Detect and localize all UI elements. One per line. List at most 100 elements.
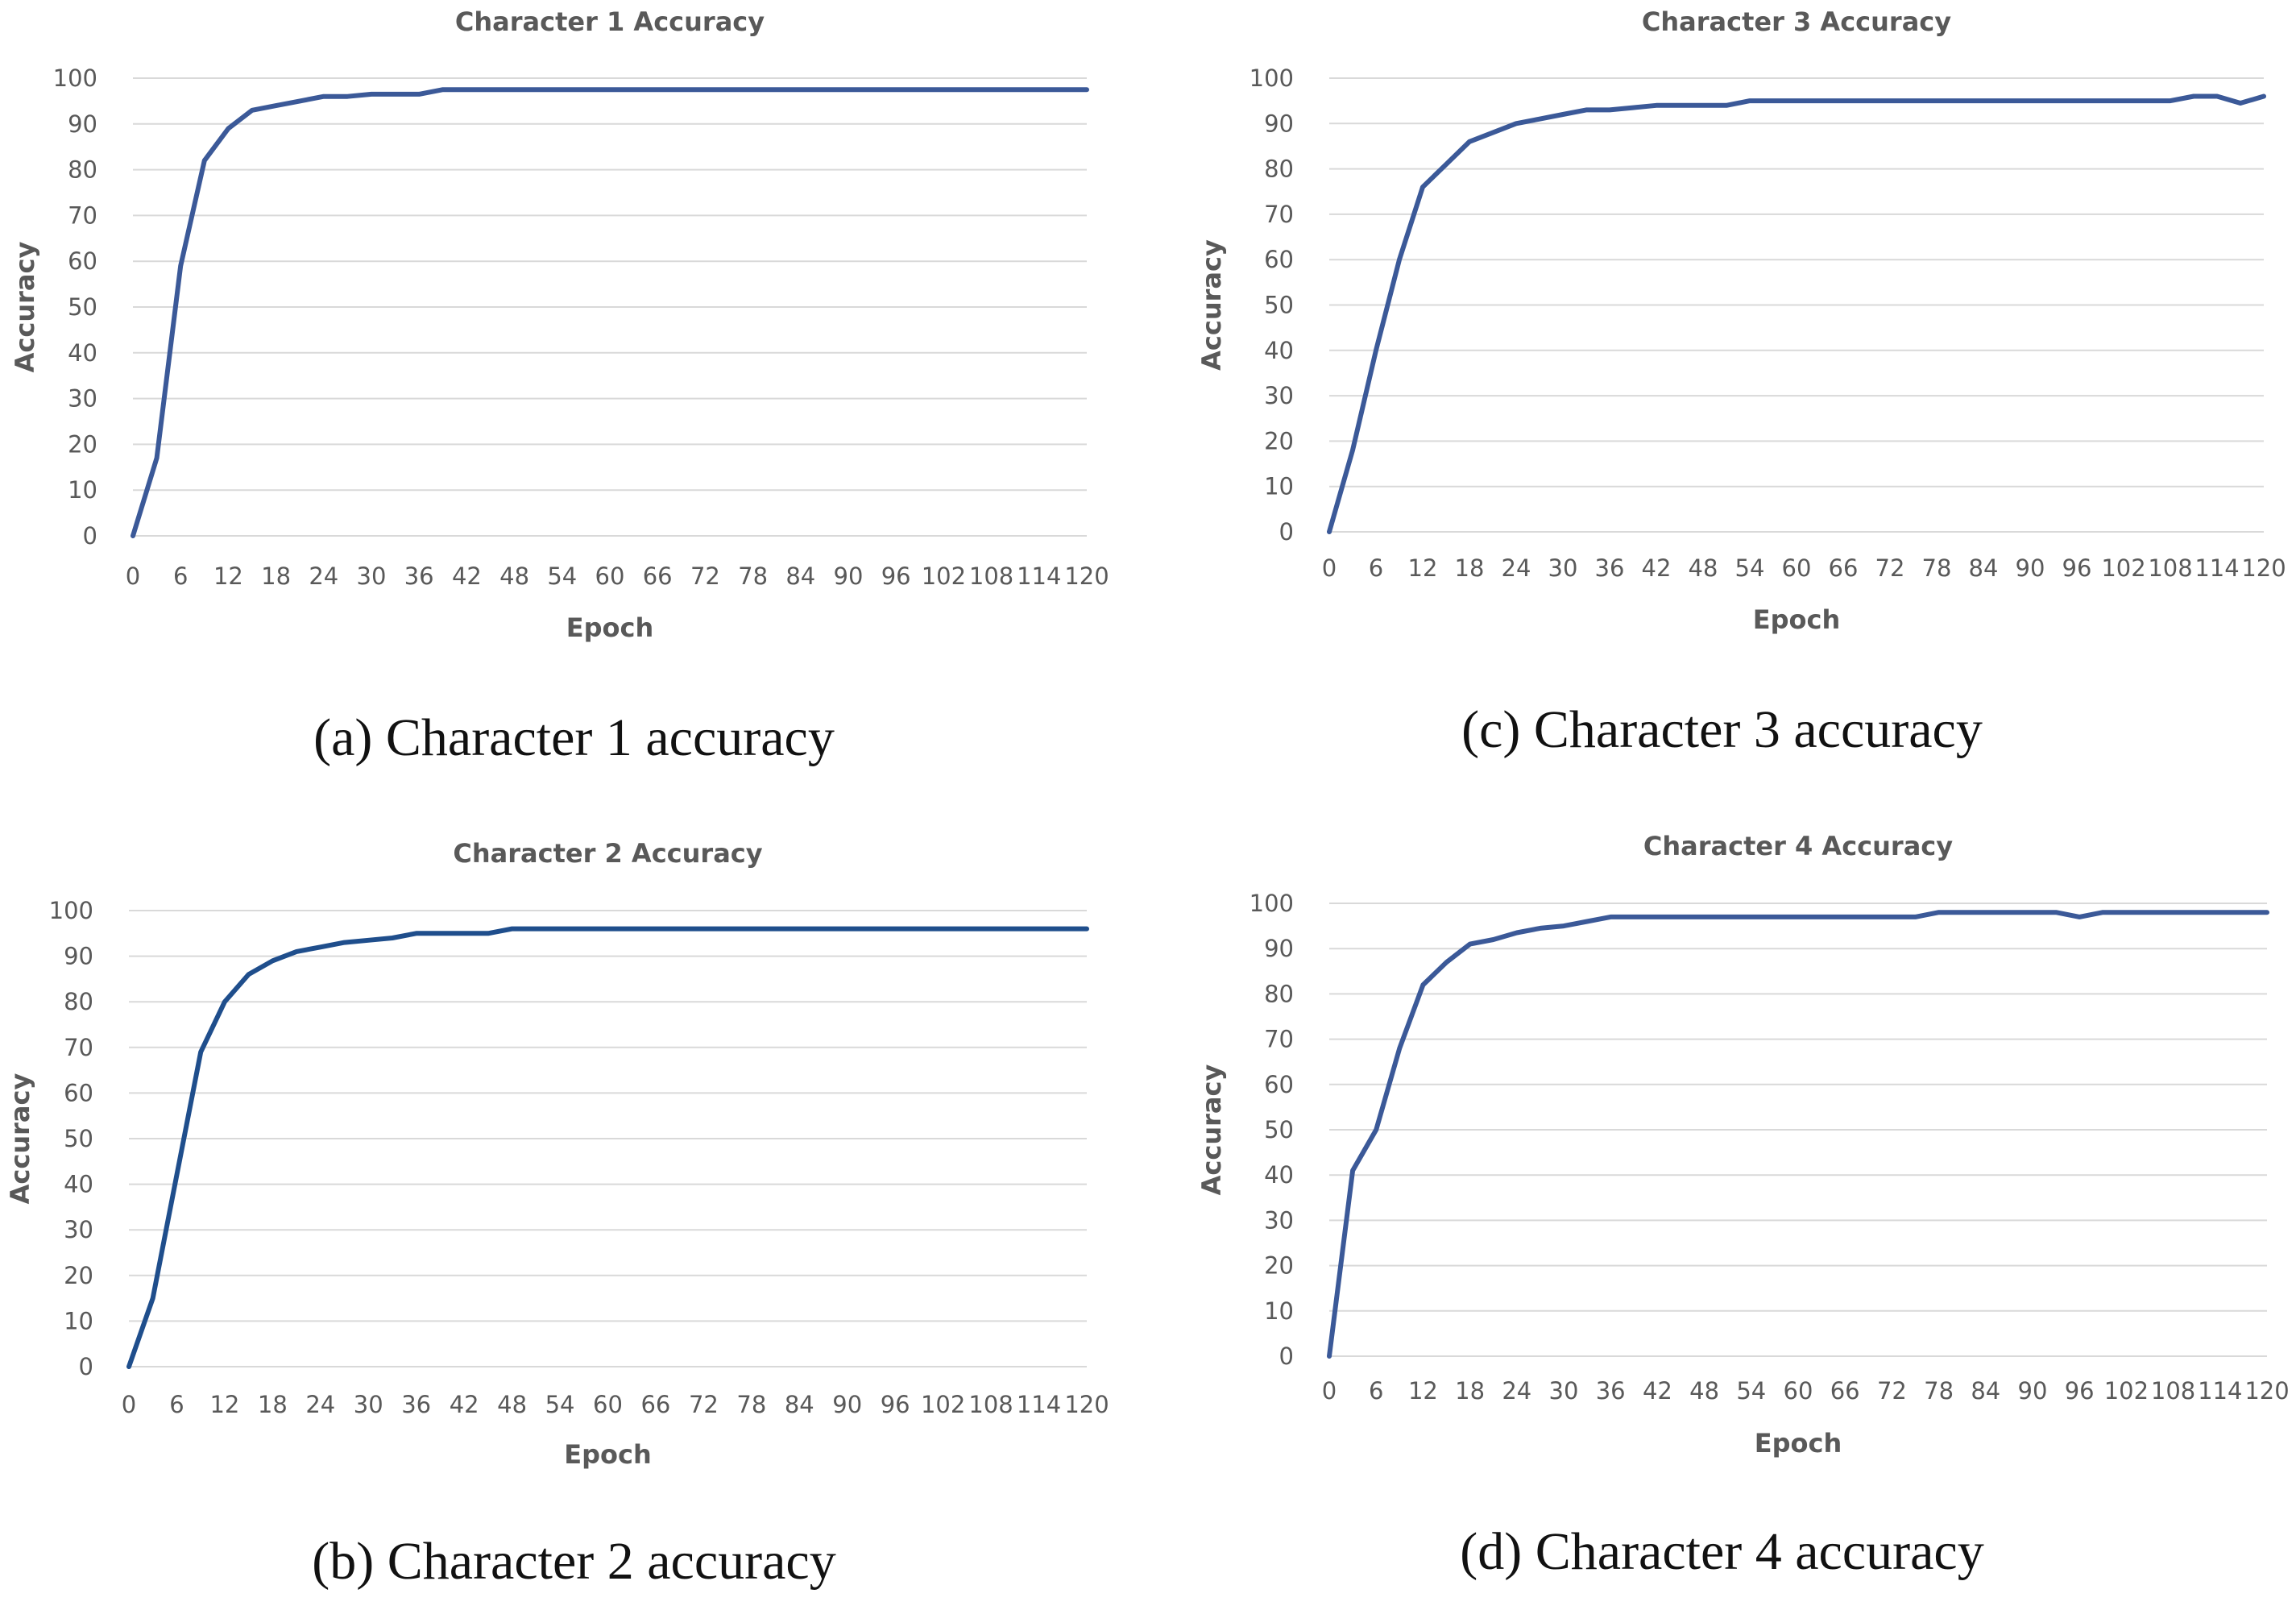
y-tick-label: 40 [68,339,97,367]
y-tick-label: 100 [1250,890,1294,917]
x-tick-label: 24 [1502,1377,1531,1405]
x-tick-label: 12 [213,562,243,590]
x-tick-label: 0 [126,562,140,590]
x-tick-label: 66 [1830,1377,1860,1405]
x-axis-title: Epoch [1755,1428,1842,1459]
x-tick-label: 30 [1548,554,1578,582]
x-tick-label: 96 [2065,1377,2095,1405]
x-tick-label: 42 [1642,554,1672,582]
x-tick-label: 114 [1017,562,1061,590]
y-tick-label: 10 [1264,473,1294,500]
x-tick-label: 48 [497,1391,527,1418]
x-tick-label: 6 [1369,554,1383,582]
x-tick-label: 42 [450,1391,479,1418]
x-tick-label: 72 [1877,1377,1907,1405]
x-axis-title: Epoch [564,1439,652,1470]
x-tick-label: 30 [357,562,387,590]
x-tick-label: 84 [1971,1377,2000,1405]
x-tick-label: 96 [881,1391,910,1418]
x-tick-label: 78 [738,562,768,590]
y-tick-label: 70 [64,1034,93,1061]
x-tick-label: 96 [881,562,911,590]
x-tick-label: 102 [2101,554,2145,582]
y-tick-label: 50 [1264,292,1294,319]
y-tick-label: 40 [1264,337,1294,364]
x-tick-label: 18 [258,1391,288,1418]
chart-title: Character 3 Accuracy [1642,6,1951,37]
x-tick-label: 0 [1322,554,1337,582]
y-tick-label: 100 [49,897,93,924]
y-tick-label: 100 [1250,64,1294,92]
x-tick-label: 90 [2018,1377,2048,1405]
x-tick-label: 30 [1549,1377,1579,1405]
x-tick-label: 114 [1017,1391,1061,1418]
x-tick-label: 6 [173,562,188,590]
y-tick-label: 80 [1264,156,1294,183]
y-tick-label: 30 [1264,382,1294,409]
y-axis-title: Accuracy [1196,1064,1227,1196]
x-tick-label: 6 [1369,1377,1383,1405]
y-tick-label: 70 [1264,201,1294,228]
y-tick-label: 20 [68,430,97,458]
x-tick-label: 66 [640,1391,670,1418]
x-tick-label: 108 [968,1391,1013,1418]
x-tick-label: 90 [2016,554,2045,582]
y-tick-label: 60 [1264,246,1294,273]
y-tick-label: 20 [1264,1252,1294,1280]
y-tick-label: 30 [68,385,97,413]
x-tick-label: 18 [261,562,291,590]
x-tick-label: 12 [1408,554,1438,582]
x-tick-label: 72 [690,562,720,590]
series-line-0 [1327,93,2266,534]
y-tick-label: 90 [64,943,93,970]
y-tick-label: 40 [1264,1161,1294,1189]
x-tick-label: 120 [2241,554,2286,582]
y-tick-label: 10 [64,1307,93,1334]
y-axis-title: Accuracy [10,242,40,373]
series-line-0 [131,87,1089,538]
x-tick-label: 96 [2062,554,2092,582]
x-tick-label: 72 [689,1391,719,1418]
x-tick-label: 90 [834,562,864,590]
x-tick-label: 102 [922,562,966,590]
x-tick-label: 66 [1829,554,1859,582]
x-tick-label: 84 [1969,554,1999,582]
x-tick-label: 108 [2148,554,2192,582]
chart-panel-a: 0 10 20 30 40 50 60 70 80 90 100 0 6 12 18 24 30 36 42 48 54… [0,0,1148,803]
x-tick-label: 84 [785,562,815,590]
x-tick-label: 36 [404,562,434,590]
y-tick-label: 0 [1279,1342,1294,1370]
x-tick-label: 24 [1502,554,1531,582]
x-tick-label: 60 [1782,554,1812,582]
chart-caption-d: (d) Character 4 accuracy [1460,1522,1984,1581]
chart-panel-c: 0 10 20 30 40 50 60 70 80 90 100 0 6 12 18 24 30 36 42 48 54… [1148,0,2296,803]
x-tick-label: 108 [2151,1377,2195,1405]
y-tick-label: 10 [68,476,97,504]
y-tick-label: 80 [64,988,93,1015]
y-tick-label: 50 [68,293,97,321]
x-tick-label: 42 [1643,1377,1672,1405]
y-tick-label: 0 [79,1353,93,1380]
chart-title: Character 2 Accuracy [453,838,762,869]
y-tick-label: 100 [53,64,97,92]
x-tick-label: 102 [2104,1377,2149,1405]
y-tick-label: 60 [68,247,97,275]
x-axis-title: Epoch [566,612,654,643]
x-tick-label: 48 [1689,554,1718,582]
x-tick-label: 0 [122,1391,136,1418]
y-tick-label: 50 [64,1125,93,1152]
chart-plot-d: 0 10 20 30 40 50 60 70 80 90 100 0 6 12 18 24 30 36 42 48 54… [1196,831,2290,1459]
x-tick-label: 66 [643,562,673,590]
y-tick-label: 20 [1264,427,1294,454]
x-tick-label: 60 [1784,1377,1813,1405]
chart-caption-a: (a) Character 1 accuracy [313,708,835,767]
chart-title: Character 4 Accuracy [1643,831,1953,861]
y-tick-label: 90 [1264,935,1294,962]
x-tick-label: 12 [209,1391,239,1418]
x-tick-label: 6 [169,1391,184,1418]
chart-plot-c: 0 10 20 30 40 50 60 70 80 90 100 0 6 12 18 24 30 36 42 48 54… [1196,6,2286,635]
x-tick-label: 120 [1064,1391,1109,1418]
x-tick-label: 90 [832,1391,862,1418]
x-tick-label: 108 [969,562,1013,590]
y-tick-label: 40 [64,1171,93,1198]
